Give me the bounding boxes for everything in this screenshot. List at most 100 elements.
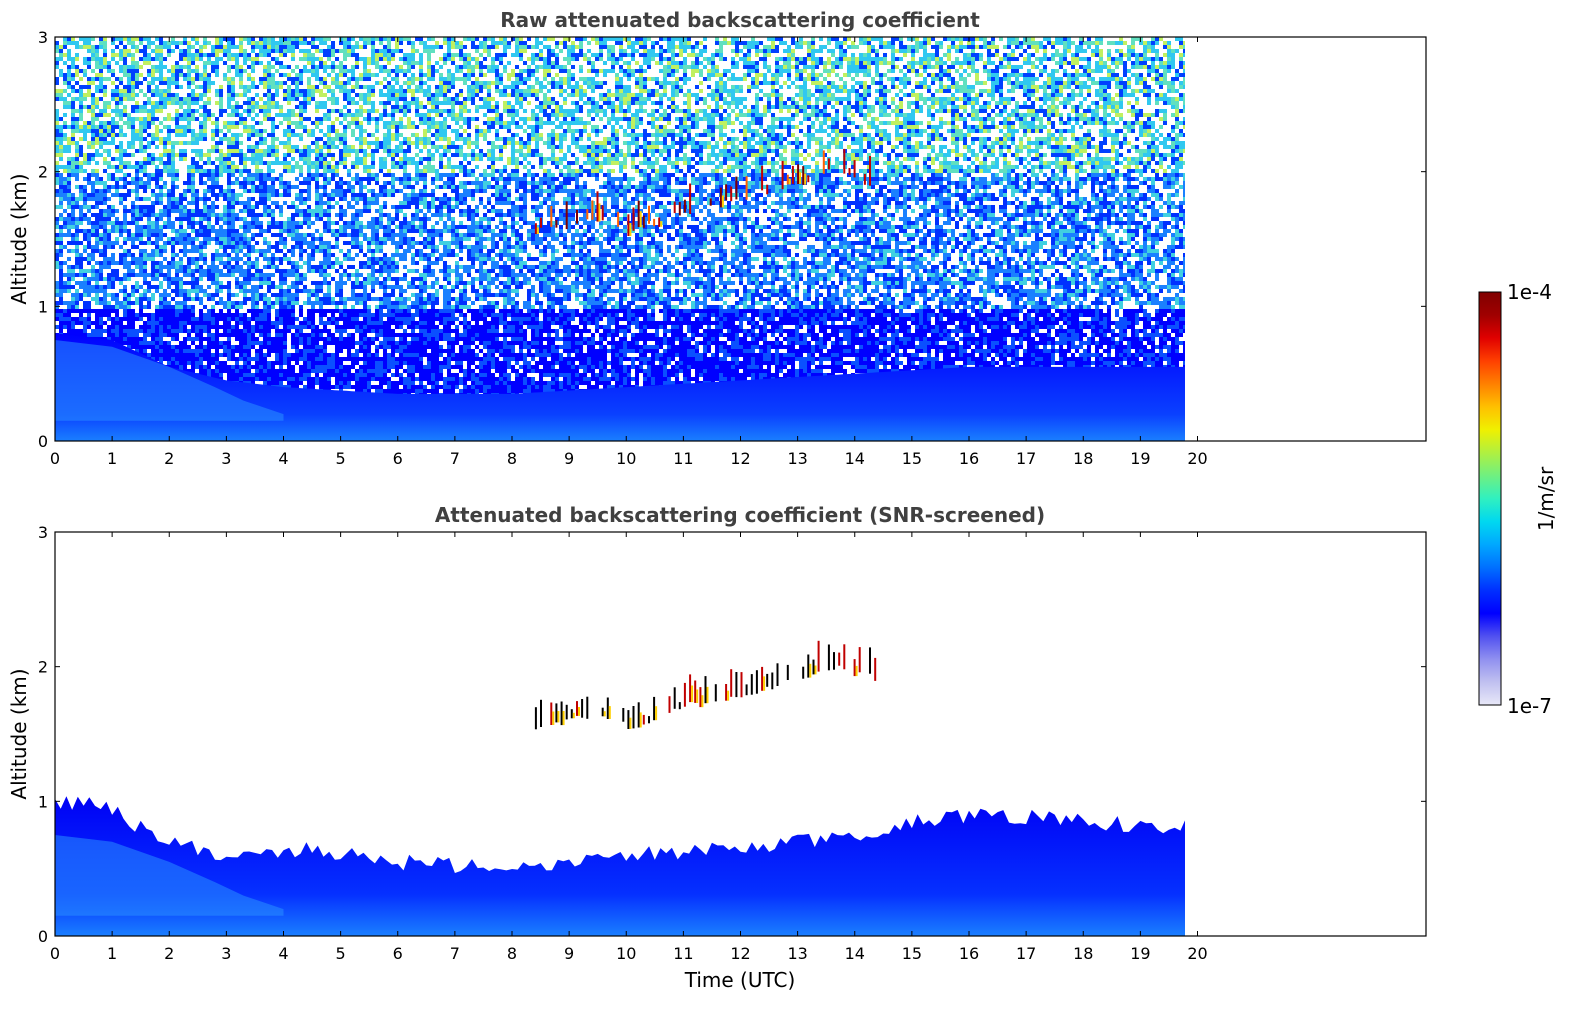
noise-cell bbox=[891, 41, 895, 45]
noise-cell bbox=[659, 41, 663, 45]
noise-cell bbox=[143, 45, 147, 49]
noise-cell bbox=[407, 45, 411, 49]
noise-cell bbox=[99, 53, 103, 57]
noise-cell bbox=[1123, 49, 1127, 53]
noise-cell bbox=[771, 41, 775, 45]
noise-cell bbox=[363, 45, 367, 49]
noise-cell bbox=[215, 53, 219, 57]
noise-cell bbox=[499, 45, 503, 49]
noise-cell bbox=[403, 53, 407, 57]
noise-cell bbox=[71, 45, 75, 49]
noise-cell bbox=[899, 41, 903, 45]
noise-cell bbox=[939, 49, 943, 53]
noise-cell bbox=[215, 45, 219, 49]
noise-cell bbox=[1103, 49, 1107, 53]
noise-cell bbox=[895, 49, 899, 53]
noise-cell bbox=[447, 49, 451, 53]
noise-cell bbox=[675, 45, 679, 49]
noise-cell bbox=[79, 53, 83, 57]
noise-cell bbox=[87, 49, 91, 53]
noise-cell bbox=[715, 45, 719, 49]
noise-cell bbox=[307, 41, 311, 45]
noise-cell bbox=[147, 41, 151, 45]
noise-cell bbox=[1059, 49, 1063, 53]
noise-cell bbox=[291, 53, 295, 57]
noise-cell bbox=[667, 45, 671, 49]
noise-cell bbox=[915, 45, 919, 49]
noise-cell bbox=[915, 41, 919, 45]
noise-cell bbox=[435, 41, 439, 45]
noise-cell bbox=[111, 45, 115, 49]
noise-cell bbox=[591, 45, 595, 49]
noise-cell bbox=[1143, 45, 1147, 49]
noise-cell bbox=[855, 41, 859, 45]
noise-cell bbox=[359, 41, 363, 45]
noise-cell bbox=[123, 49, 127, 53]
noise-cell bbox=[819, 45, 823, 49]
noise-cell bbox=[247, 41, 251, 45]
noise-cell bbox=[199, 41, 203, 45]
noise-cell bbox=[687, 49, 691, 53]
noise-cell bbox=[483, 49, 487, 53]
noise-cell bbox=[211, 45, 215, 49]
noise-cell bbox=[579, 41, 583, 45]
noise-cell bbox=[167, 49, 171, 53]
noise-cell bbox=[619, 41, 623, 45]
noise-cell bbox=[99, 49, 103, 53]
noise-cell bbox=[819, 49, 823, 53]
noise-cell bbox=[847, 49, 851, 53]
noise-cell bbox=[1087, 49, 1091, 53]
noise-cell bbox=[151, 53, 155, 57]
noise-cell bbox=[867, 45, 871, 49]
noise-cell bbox=[727, 49, 731, 53]
noise-cell bbox=[883, 41, 887, 45]
noise-cell bbox=[267, 41, 271, 45]
noise-cell bbox=[775, 45, 779, 49]
noise-cell bbox=[947, 49, 951, 53]
noise-cell bbox=[347, 45, 351, 49]
noise-cell bbox=[843, 41, 847, 45]
noise-cell bbox=[515, 45, 519, 49]
noise-cell bbox=[1007, 49, 1011, 53]
noise-cell bbox=[1163, 49, 1167, 53]
noise-cell bbox=[447, 45, 451, 49]
noise-cell bbox=[499, 41, 503, 45]
noise-cell bbox=[975, 45, 979, 49]
noise-cell bbox=[551, 45, 555, 49]
noise-cell bbox=[491, 41, 495, 45]
noise-cell bbox=[579, 45, 583, 49]
noise-cell bbox=[727, 45, 731, 49]
noise-cell bbox=[1119, 49, 1123, 53]
noise-cell bbox=[951, 41, 955, 45]
noise-cell bbox=[455, 45, 459, 49]
noise-cell bbox=[387, 45, 391, 49]
noise-cell bbox=[739, 49, 743, 53]
noise-cell bbox=[335, 41, 339, 45]
noise-cell bbox=[431, 53, 435, 57]
noise-cell bbox=[407, 49, 411, 53]
panel-raw-heatmap bbox=[55, 37, 1187, 441]
noise-cell bbox=[571, 41, 575, 45]
noise-cell bbox=[263, 45, 267, 49]
noise-cell bbox=[1047, 45, 1051, 49]
noise-cell bbox=[247, 53, 251, 57]
noise-cell bbox=[1067, 49, 1071, 53]
noise-cell bbox=[831, 49, 835, 53]
noise-cell bbox=[191, 53, 195, 57]
noise-cell bbox=[191, 49, 195, 53]
noise-cell bbox=[159, 41, 163, 45]
noise-cell bbox=[1055, 49, 1059, 53]
noise-cell bbox=[507, 41, 511, 45]
noise-cell bbox=[1043, 49, 1047, 53]
noise-cell bbox=[1103, 41, 1107, 45]
noise-cell bbox=[303, 49, 307, 53]
noise-cell bbox=[123, 53, 127, 57]
noise-cell bbox=[635, 45, 639, 49]
noise-cell bbox=[67, 41, 71, 45]
noise-cell bbox=[283, 45, 287, 49]
noise-cell bbox=[1003, 49, 1007, 53]
noise-cell bbox=[439, 49, 443, 53]
noise-cell bbox=[203, 53, 207, 57]
noise-cell bbox=[547, 53, 551, 57]
noise-cell bbox=[419, 49, 423, 53]
